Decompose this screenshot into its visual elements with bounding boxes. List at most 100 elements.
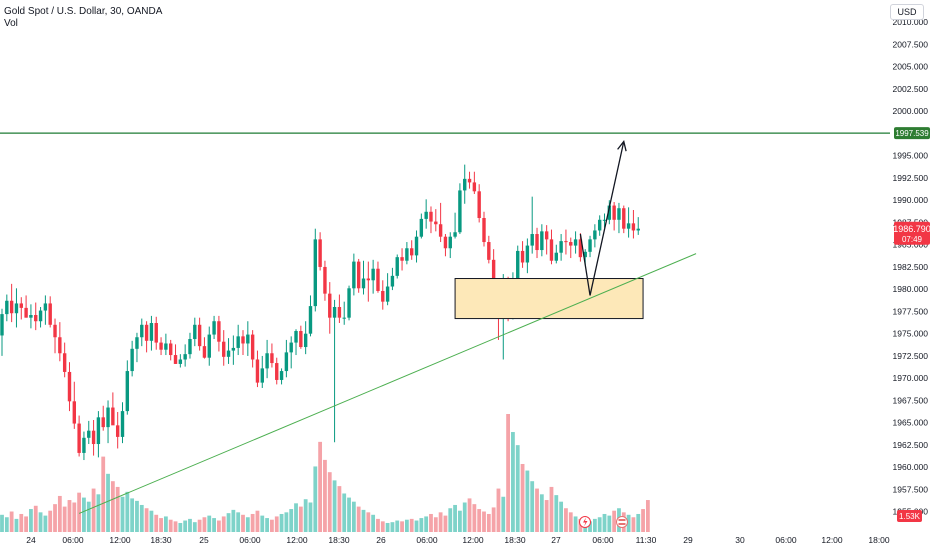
volume-bar [9, 511, 14, 532]
candle [612, 201, 616, 231]
y-tick-label: 1977.500 [893, 306, 929, 316]
lightning-icon [579, 516, 591, 528]
volume-bar [318, 441, 323, 532]
candle [14, 288, 19, 328]
candle [467, 171, 472, 189]
volume-bar [366, 512, 371, 532]
candle [366, 261, 371, 302]
candle [593, 224, 597, 248]
candle [87, 420, 91, 445]
volume-bar [163, 516, 168, 532]
candle [164, 333, 168, 356]
candle [453, 212, 457, 239]
volume-bar [433, 517, 438, 532]
x-tick-label: 29 [683, 535, 693, 545]
x-tick-label: 24 [26, 535, 36, 545]
volume-bar [414, 520, 419, 532]
projection-arrow [579, 141, 625, 296]
volume-bar [515, 445, 520, 532]
volume-bar [4, 517, 9, 532]
volume-bar [43, 515, 48, 532]
flag-icon [616, 516, 628, 528]
candle [178, 354, 183, 368]
volume-bar [549, 486, 554, 532]
candle [588, 235, 592, 258]
volume-bar [612, 510, 617, 532]
symbol-title[interactable]: Gold Spot / U.S. Dollar, 30, OANDA [4, 6, 163, 17]
x-tick-label: 27 [551, 535, 561, 545]
volume-bar [592, 518, 597, 532]
volume-bar [525, 470, 530, 532]
candle [597, 215, 602, 236]
candle [299, 325, 303, 349]
candle [91, 420, 96, 456]
volume-bar [221, 516, 226, 532]
volume-bar [597, 517, 602, 532]
candle [434, 209, 438, 232]
candle [106, 400, 110, 444]
candle [636, 217, 640, 235]
candle [9, 283, 14, 323]
volume-bar [380, 521, 385, 532]
candle [0, 308, 4, 356]
volume-bar [544, 500, 549, 532]
candle [197, 317, 202, 351]
volume-bar [520, 463, 525, 532]
y-tick-label: 1967.500 [893, 395, 929, 405]
x-tick-label: 25 [199, 535, 209, 545]
volume-bar [385, 522, 390, 532]
volume-bar [260, 515, 265, 532]
event-markers [579, 516, 628, 528]
candle [381, 280, 385, 310]
candle [231, 335, 236, 365]
candle [72, 381, 76, 429]
svg-text:1997.539: 1997.539 [895, 129, 929, 138]
candle [207, 326, 211, 366]
volume-bar [530, 481, 535, 532]
volume-bar [173, 521, 178, 532]
volume-legend-label[interactable]: Vol [4, 18, 18, 29]
y-tick-label: 1970.000 [893, 373, 929, 383]
x-tick-label: 18:00 [868, 535, 890, 545]
volume-bar [429, 513, 433, 532]
volume-bar [279, 513, 284, 532]
candle [303, 321, 308, 355]
volume-bar [419, 518, 424, 532]
candle [226, 338, 231, 364]
candle [347, 285, 351, 321]
volume-bar [371, 514, 376, 532]
candle [419, 213, 424, 239]
volume-bar [636, 513, 641, 532]
volume-bar [327, 472, 332, 532]
volume-bar [48, 510, 53, 532]
volume-bar [72, 502, 77, 532]
currency-button[interactable]: USD [890, 4, 924, 20]
candle [448, 232, 452, 259]
volume-bar [19, 513, 24, 532]
candle [173, 344, 178, 364]
candle [270, 343, 274, 368]
volume-bar [506, 414, 510, 532]
candle [188, 332, 192, 359]
candle [525, 238, 530, 274]
candle [260, 355, 264, 388]
volume-bar [501, 496, 506, 532]
volume-bar [207, 515, 212, 532]
candle [169, 339, 173, 361]
volume-bar [486, 513, 491, 532]
candle [275, 357, 279, 385]
volume-bar [57, 495, 62, 532]
candle [82, 431, 86, 461]
volume-bar [390, 522, 395, 532]
volume-bar [356, 506, 361, 532]
candle [202, 337, 207, 359]
ascending-trendline [78, 253, 697, 514]
candle [487, 235, 491, 264]
volume-bar [482, 511, 486, 532]
candle [318, 232, 322, 271]
volume-bar [202, 517, 207, 532]
drawings[interactable] [0, 132, 890, 514]
candle [540, 224, 544, 257]
volume-bar [376, 518, 380, 532]
